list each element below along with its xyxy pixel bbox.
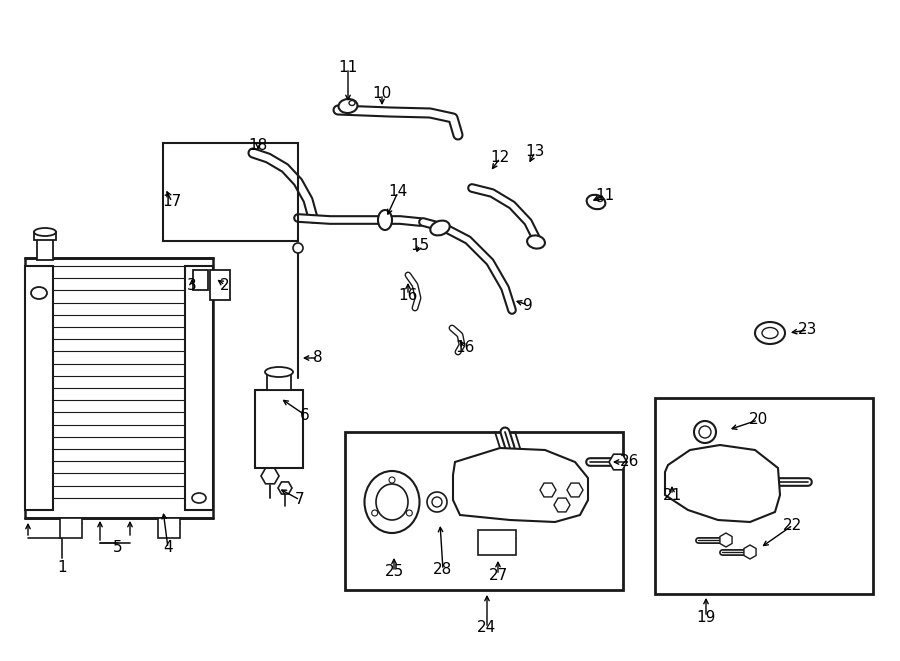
Text: 10: 10 (373, 87, 392, 102)
Text: 16: 16 (455, 340, 474, 356)
Bar (478, 530, 516, 555)
Ellipse shape (192, 493, 206, 503)
Text: 26: 26 (620, 455, 640, 469)
FancyBboxPatch shape (193, 270, 208, 290)
Polygon shape (665, 445, 780, 522)
Text: 24: 24 (477, 621, 497, 635)
Ellipse shape (364, 471, 419, 533)
Ellipse shape (378, 210, 392, 230)
Text: 15: 15 (410, 237, 429, 253)
Ellipse shape (349, 100, 355, 106)
Text: 1: 1 (58, 561, 67, 576)
Ellipse shape (699, 426, 711, 438)
Ellipse shape (293, 243, 303, 253)
Text: 7: 7 (295, 492, 305, 508)
FancyBboxPatch shape (210, 270, 230, 300)
Text: 20: 20 (749, 412, 768, 428)
FancyBboxPatch shape (60, 518, 82, 538)
Bar (655, 398, 873, 594)
Text: 16: 16 (399, 288, 418, 303)
Text: 9: 9 (523, 297, 533, 313)
Text: 19: 19 (697, 609, 716, 625)
Text: 3: 3 (187, 278, 197, 293)
Text: 21: 21 (662, 488, 681, 502)
FancyBboxPatch shape (158, 518, 180, 538)
Bar (34, 232, 56, 240)
Ellipse shape (432, 497, 442, 507)
Ellipse shape (34, 228, 56, 236)
Ellipse shape (597, 196, 603, 202)
Ellipse shape (376, 484, 408, 520)
Text: 2: 2 (220, 278, 230, 293)
Text: 12: 12 (491, 151, 509, 165)
Bar (25, 258, 213, 518)
Ellipse shape (755, 322, 785, 344)
Bar (267, 372, 291, 390)
Text: 18: 18 (248, 137, 267, 153)
Ellipse shape (430, 221, 450, 235)
Text: 17: 17 (162, 194, 182, 210)
Ellipse shape (527, 235, 544, 249)
Text: 28: 28 (434, 563, 453, 578)
Bar (37, 238, 53, 260)
Ellipse shape (694, 421, 716, 443)
Text: 14: 14 (389, 184, 408, 200)
Text: 11: 11 (596, 188, 615, 202)
Text: 27: 27 (489, 568, 508, 582)
Text: 5: 5 (113, 541, 122, 555)
Text: 13: 13 (526, 145, 544, 159)
Bar (255, 390, 303, 468)
Bar (163, 143, 298, 241)
Text: 25: 25 (384, 564, 403, 580)
Text: 23: 23 (798, 323, 818, 338)
Ellipse shape (265, 367, 293, 377)
Ellipse shape (338, 99, 357, 113)
Text: 11: 11 (338, 61, 357, 75)
Text: 6: 6 (300, 407, 310, 422)
Bar (345, 432, 623, 590)
Ellipse shape (587, 195, 606, 209)
Text: 4: 4 (163, 541, 173, 555)
Ellipse shape (389, 477, 395, 483)
Ellipse shape (427, 492, 447, 512)
Ellipse shape (762, 327, 778, 338)
Ellipse shape (406, 510, 412, 516)
Ellipse shape (372, 510, 378, 516)
Bar (185, 266, 213, 510)
Ellipse shape (31, 287, 47, 299)
Text: 8: 8 (313, 350, 323, 366)
Text: 22: 22 (783, 518, 803, 533)
Bar (25, 266, 53, 510)
Polygon shape (453, 448, 588, 522)
